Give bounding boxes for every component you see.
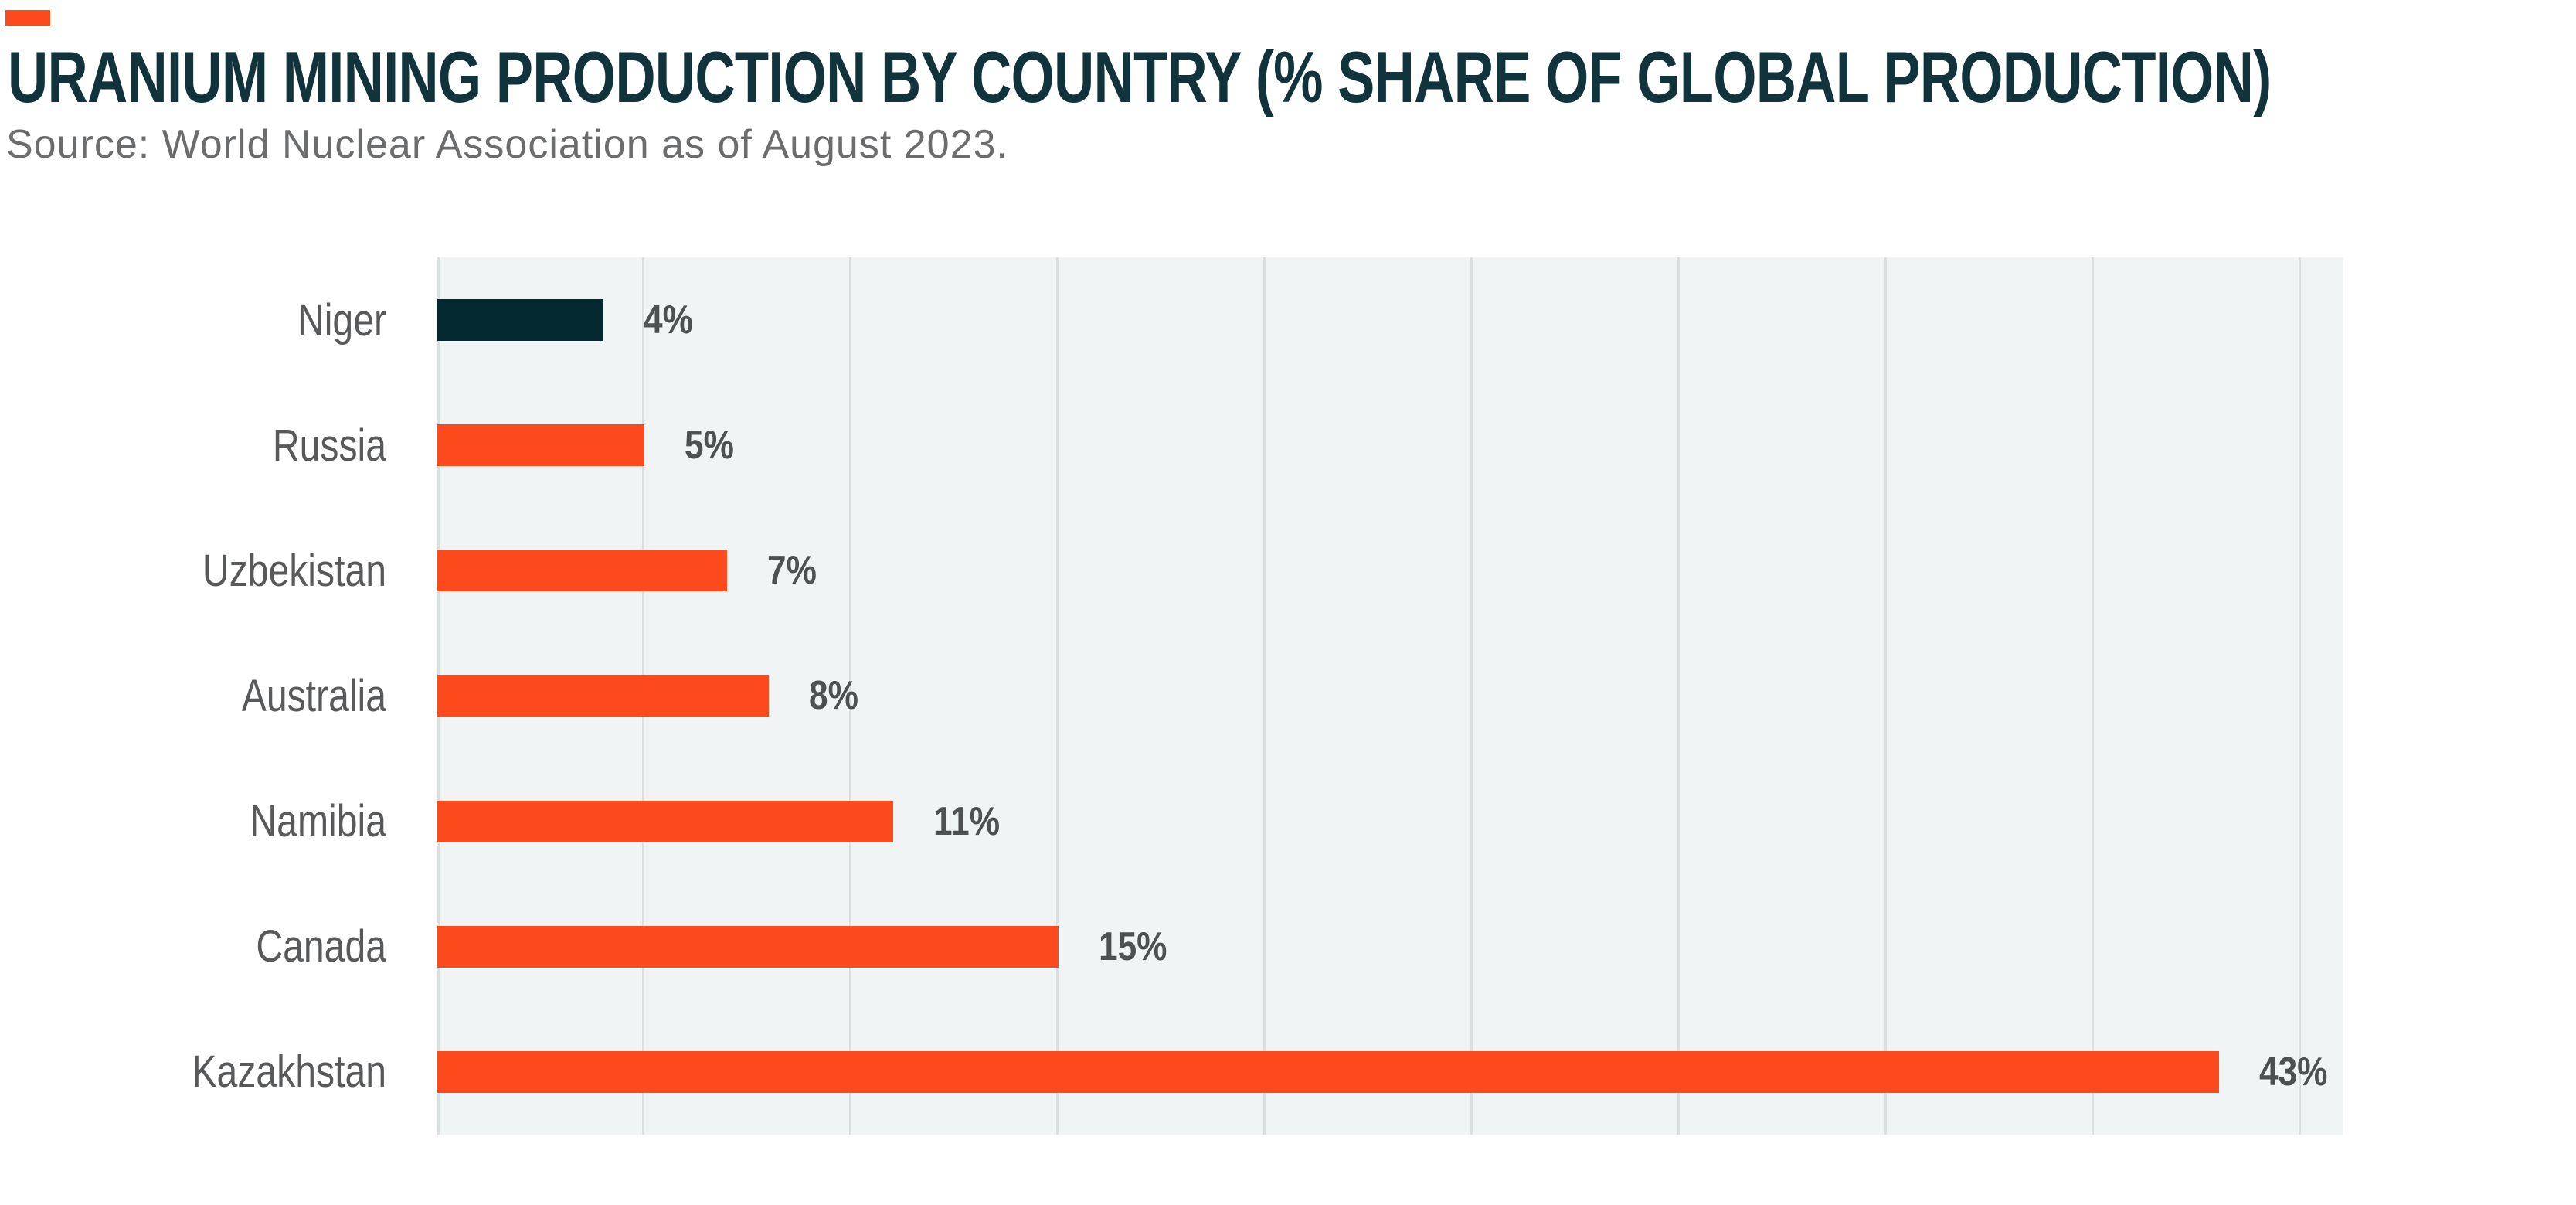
plot-area [437, 257, 2343, 1135]
category-label: Russia [272, 420, 386, 471]
bar-row: Canada 15% [0, 884, 2576, 1009]
category-label: Namibia [250, 796, 386, 847]
value-label: 7% [767, 548, 817, 594]
brand-accent-mark [5, 10, 50, 26]
bar [437, 675, 770, 717]
bar [437, 925, 1059, 968]
bar-row: Namibia 11% [0, 759, 2576, 884]
page-title: URANIUM MINING PRODUCTION BY COUNTRY (% … [8, 36, 2272, 117]
category-label: Niger [297, 294, 386, 346]
value-label: 11% [933, 798, 1000, 844]
category-label: Uzbekistan [202, 545, 386, 596]
bar-row: Australia 8% [0, 633, 2576, 758]
chart-rows: Niger 4% Russia 5% Uzbekistan 7% Austral… [0, 257, 2576, 1135]
category-label: Kazakhstan [192, 1047, 386, 1098]
bar [437, 1050, 2220, 1093]
bar-row: Niger 4% [0, 257, 2576, 383]
value-label: 5% [685, 423, 735, 468]
bar [437, 424, 645, 467]
value-label: 15% [1099, 924, 1167, 969]
bar [437, 550, 728, 592]
bar-row: Russia 5% [0, 383, 2576, 508]
bar-row: Kazakhstan 43% [0, 1009, 2576, 1135]
category-label: Canada [256, 921, 386, 972]
bar-chart: Niger 4% Russia 5% Uzbekistan 7% Austral… [0, 257, 2576, 1135]
value-label: 8% [809, 673, 858, 719]
category-label: Australia [241, 670, 386, 721]
bar [437, 800, 893, 842]
value-label: 43% [2259, 1049, 2328, 1094]
value-label: 4% [643, 298, 693, 343]
bar-row: Uzbekistan 7% [0, 508, 2576, 633]
bar [437, 299, 603, 342]
source-note: Source: World Nuclear Association as of … [6, 122, 1008, 167]
